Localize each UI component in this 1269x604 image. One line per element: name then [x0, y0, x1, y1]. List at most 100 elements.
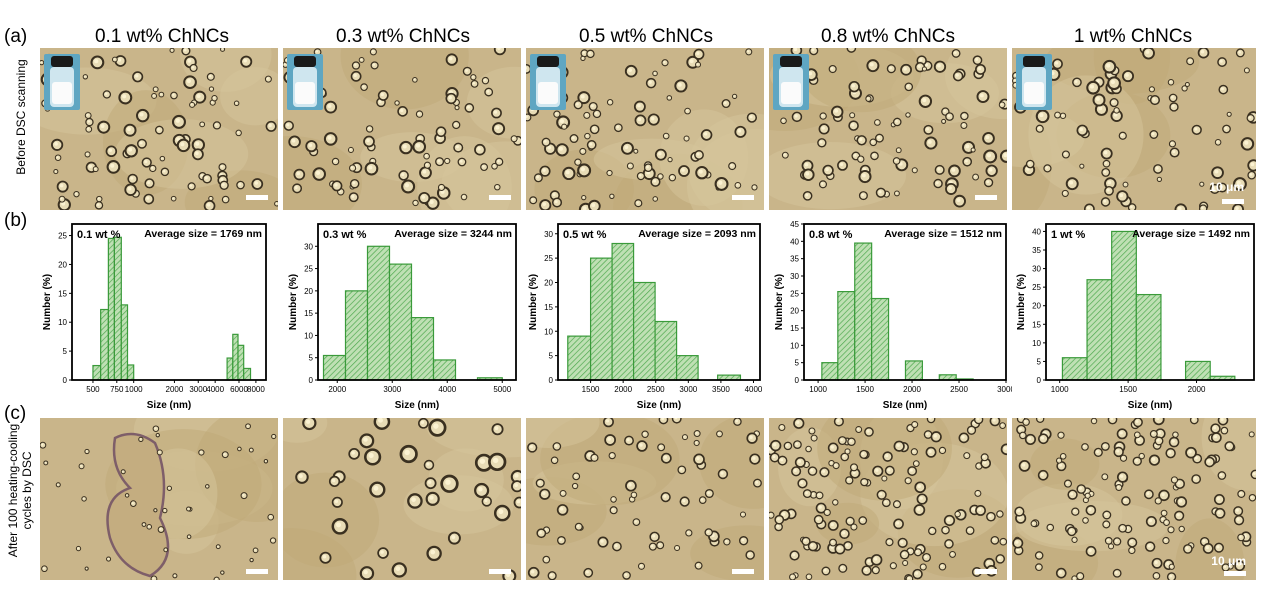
panel-label-a: (a)	[4, 26, 28, 47]
x-tick-label: 4000	[438, 385, 456, 394]
y-tick-label: 0	[549, 376, 554, 385]
average-size-annotation: Average size = 3244 nm	[394, 228, 512, 240]
x-tick-label: 1000	[125, 385, 143, 394]
x-tick-label: 3000	[997, 385, 1012, 394]
y-axis-label: Number (%)	[42, 274, 53, 330]
average-size-annotation: Average size = 1512 nm	[884, 228, 1002, 240]
histogram-svg: 0 5 10 15 20 25 30 2000 3000 4000 5000 Size (nm) Num…	[288, 223, 517, 411]
micrograph-before-4	[769, 48, 1007, 210]
y-tick-label: 30	[544, 230, 553, 239]
x-tick-label: 3000	[679, 385, 697, 394]
x-tick-label: 2000	[328, 385, 346, 394]
y-tick-label: 25	[790, 289, 799, 298]
x-tick-label: 3000	[383, 385, 401, 394]
y-tick-label: 20	[304, 287, 313, 296]
scale-bar	[1224, 571, 1246, 576]
scale-bar	[732, 195, 754, 200]
x-tick-label: 4000	[745, 385, 763, 394]
column-title-1: 0.1 wt% ChNCs	[94, 26, 230, 47]
histogram-5: 0 5 10 15 20 25 30 35 40 1000 1500 2000 Size (nm) Num…	[1010, 214, 1260, 411]
x-tick-label: 1500	[582, 385, 600, 394]
chart-title: 0.3 wt %	[323, 229, 367, 241]
histogram-bar	[1086, 279, 1113, 381]
chart-title: 0.5 wt %	[563, 229, 607, 241]
histogram-bar	[432, 359, 457, 381]
histogram-bar	[232, 333, 239, 381]
histogram-bar	[837, 290, 856, 381]
histogram-bar	[120, 304, 129, 381]
x-tick-label: 1500	[856, 385, 874, 394]
histogram-1: 0 5 10 15 20 25 500 750 1000 2000 3000 4000 6000 8000…	[36, 214, 272, 411]
x-tick-label: 3500	[712, 385, 730, 394]
vial-image	[287, 54, 323, 110]
y-tick-label: 40	[1032, 227, 1041, 236]
scale-bar	[246, 195, 268, 200]
y-tick-label: 10	[58, 318, 67, 327]
x-tick-label: 2000	[614, 385, 632, 394]
y-tick-label: 30	[1032, 265, 1041, 274]
x-tick-label: 2500	[647, 385, 665, 394]
vial-image	[1016, 54, 1052, 110]
y-tick-label: 10	[544, 327, 553, 336]
y-tick-label: 0	[1037, 376, 1042, 385]
histogram-bar	[904, 360, 923, 381]
x-tick-label: 8000	[247, 385, 265, 394]
y-tick-label: 35	[1032, 246, 1041, 255]
x-axis-label: SIze (nm)	[883, 400, 927, 410]
y-axis-label: Number (%)	[1016, 274, 1027, 330]
x-tick-label: 1000	[1051, 385, 1069, 394]
column-title-4: 0.8 wt% ChNCs	[820, 26, 956, 47]
histogram-bar	[226, 357, 234, 381]
row-label-after: After 100 heating-cooling cycles by DSC	[6, 408, 34, 573]
histogram-bar	[1184, 360, 1211, 381]
y-tick-label: 15	[790, 324, 799, 333]
scale-bar	[975, 195, 997, 200]
histogram-bar	[107, 237, 115, 381]
y-tick-label: 5	[795, 359, 800, 368]
x-axis-label: Size (nm)	[637, 400, 681, 410]
y-tick-label: 15	[1032, 320, 1041, 329]
micrograph-before-5: 10 μm	[1012, 48, 1256, 210]
y-tick-label: 40	[790, 237, 799, 246]
histogram-bar	[854, 242, 873, 381]
histogram-bar	[344, 290, 369, 381]
scale-bar	[489, 195, 511, 200]
x-axis-label: Size (nm)	[395, 400, 439, 410]
histogram-bar	[366, 245, 391, 381]
y-tick-label: 10	[790, 341, 799, 350]
micrograph-before-3	[526, 48, 764, 210]
y-tick-label: 35	[790, 255, 799, 264]
histogram-bar	[654, 320, 678, 381]
micrograph-before-1	[40, 48, 278, 210]
chart-title: 0.8 wt %	[809, 229, 853, 241]
histogram-4: 0 5 10 15 20 25 30 35 40 45 1000 1500 2000 2500 3000 SI…	[768, 214, 1015, 411]
y-tick-label: 25	[1032, 283, 1041, 292]
y-axis-label: Number (%)	[288, 274, 299, 330]
chart-title: 1 wt %	[1051, 229, 1085, 241]
histogram-bar	[589, 257, 613, 381]
histogram-bar	[1061, 357, 1088, 381]
y-tick-label: 45	[790, 220, 799, 229]
x-tick-label: 500	[86, 385, 100, 394]
histogram-bar	[611, 242, 635, 381]
x-tick-label: 4000	[206, 385, 224, 394]
histogram-bar	[871, 297, 890, 381]
micrograph-after-2	[283, 418, 521, 580]
x-axis-label: Size (nm)	[1128, 400, 1172, 410]
histogram-svg: 0 5 10 15 20 25 500 750 1000 2000 3000 4000 6000 8000…	[42, 223, 267, 411]
micrograph-after-1	[40, 418, 278, 580]
y-tick-label: 20	[58, 260, 67, 269]
y-tick-label: 15	[58, 289, 67, 298]
histogram-bar	[113, 236, 122, 381]
x-axis-label: Size (nm)	[147, 400, 191, 410]
y-tick-label: 5	[1037, 357, 1042, 366]
histogram-bar	[632, 281, 656, 381]
histogram-bar	[388, 263, 413, 381]
plot-frame	[1045, 223, 1255, 381]
micrograph-after-5: 10 μm	[1012, 418, 1256, 580]
histogram-svg: 0 5 10 15 20 25 30 35 40 1000 1500 2000 Size (nm) Num…	[1016, 223, 1255, 411]
y-tick-label: 25	[58, 232, 67, 241]
plot-frame	[317, 223, 517, 381]
histogram-bar	[567, 335, 592, 381]
y-tick-label: 0	[63, 376, 68, 385]
